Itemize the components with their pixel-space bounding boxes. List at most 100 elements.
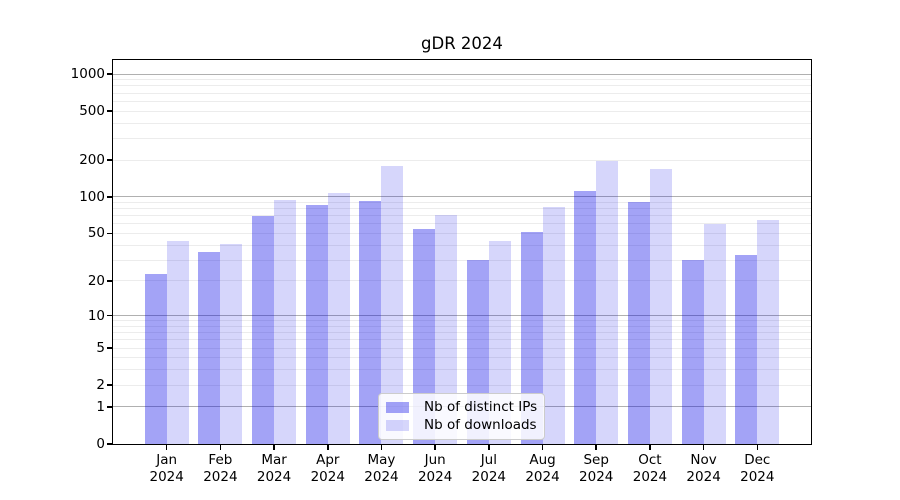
legend-item: Nb of distinct IPs xyxy=(386,399,538,416)
gridline-minor xyxy=(113,122,811,124)
gridline-minor xyxy=(113,215,811,217)
x-tick-label: Mar 2024 xyxy=(256,452,292,485)
y-tick-label: 2 xyxy=(96,377,105,394)
bar-distinct-ips xyxy=(144,273,167,444)
y-tick-label: 5 xyxy=(96,340,105,357)
y-tick-label: 50 xyxy=(87,225,105,242)
gridline-minor xyxy=(113,100,811,102)
y-tick-label: 20 xyxy=(87,272,105,289)
gridline-minor xyxy=(113,339,811,341)
x-tick-label: Aug 2024 xyxy=(525,452,560,485)
bar-distinct-ips xyxy=(305,205,328,444)
y-tick-mark xyxy=(107,406,113,408)
gridline-minor xyxy=(113,223,811,225)
x-tick-label: Jan 2024 xyxy=(149,452,184,485)
x-tick-mark xyxy=(702,445,705,450)
gridline-minor xyxy=(113,201,811,203)
x-tick-label: Jul 2024 xyxy=(471,452,507,485)
x-tick-label: Feb 2024 xyxy=(203,452,238,485)
gridline-minor xyxy=(113,259,811,261)
gridline-major xyxy=(113,315,811,317)
bar-distinct-ips xyxy=(627,201,650,444)
gridline-minor xyxy=(113,369,811,371)
gridline-minor xyxy=(113,92,811,94)
bar-downloads xyxy=(381,165,404,444)
gridline-minor xyxy=(113,347,811,349)
y-tick-label: 500 xyxy=(79,103,105,120)
chart-title: gDR 2024 xyxy=(421,34,503,53)
y-tick-label: 1000 xyxy=(70,66,105,83)
x-tick-mark xyxy=(488,445,490,450)
y-tick-mark xyxy=(107,347,113,349)
gridline-major xyxy=(113,73,811,75)
x-tick-mark xyxy=(649,445,651,450)
bar-distinct-ips xyxy=(252,215,275,444)
bars-layer xyxy=(113,60,811,444)
legend-item: Nb of downloads xyxy=(386,416,537,434)
bar-downloads xyxy=(327,193,350,444)
bar-downloads xyxy=(703,223,726,444)
x-tick-label: Sep 2024 xyxy=(579,452,614,485)
bar-downloads xyxy=(649,169,672,444)
y-tick-label: 0 xyxy=(96,436,105,452)
x-tick-mark xyxy=(273,445,275,450)
gridline-minor xyxy=(113,110,811,112)
bar-downloads xyxy=(435,214,458,444)
bar-downloads xyxy=(542,206,565,444)
gridline-major xyxy=(113,196,811,198)
x-tick-mark xyxy=(327,445,329,450)
x-tick-label: May 2024 xyxy=(364,452,399,485)
x-tick-mark xyxy=(595,445,597,450)
gridline-minor xyxy=(113,325,811,327)
bar-distinct-ips xyxy=(735,255,758,444)
x-tick-label: Apr 2024 xyxy=(310,452,345,485)
gridline-minor xyxy=(113,85,811,87)
y-tick-label: 200 xyxy=(79,152,105,168)
legend: Nb of distinct IPs Nb of downloads xyxy=(378,393,545,440)
bar-distinct-ips xyxy=(681,260,704,444)
bar-distinct-ips xyxy=(413,229,436,444)
y-tick-label: 10 xyxy=(87,307,105,324)
gridline-minor xyxy=(113,320,811,322)
y-tick-mark xyxy=(107,280,113,282)
y-tick-mark xyxy=(107,73,113,75)
y-tick-mark xyxy=(107,443,113,445)
bar-downloads xyxy=(220,243,243,444)
gridline-minor xyxy=(113,384,811,386)
plot-area xyxy=(112,59,812,445)
y-tick-mark xyxy=(107,314,113,317)
x-tick-mark xyxy=(541,445,544,450)
legend-swatch-distinct-ips xyxy=(386,402,409,414)
bar-distinct-ips xyxy=(520,232,543,444)
y-tick-mark xyxy=(107,159,113,161)
gridline-minor xyxy=(113,280,811,282)
x-tick-label: Nov 2024 xyxy=(686,452,721,485)
x-tick-mark xyxy=(380,445,383,450)
x-tick-mark xyxy=(756,445,759,450)
y-tick-mark xyxy=(107,110,113,112)
bar-distinct-ips xyxy=(574,190,597,444)
bar-downloads xyxy=(757,220,780,444)
bar-distinct-ips xyxy=(198,252,221,444)
y-tick-label: 100 xyxy=(79,188,105,205)
gridline-minor xyxy=(113,357,811,359)
gridline-minor xyxy=(113,79,811,81)
y-tick-label: 1 xyxy=(96,398,105,415)
y-tick-mark xyxy=(107,232,113,235)
legend-label: Nb of downloads xyxy=(424,416,537,433)
gridline-minor xyxy=(113,159,811,161)
gridline-minor xyxy=(113,244,811,246)
gridline-minor xyxy=(113,232,811,234)
gridlines-layer xyxy=(113,60,811,444)
x-tick-label: Oct 2024 xyxy=(632,452,668,485)
x-tick-mark xyxy=(165,445,168,450)
x-tick-mark xyxy=(434,445,436,450)
legend-label: Nb of distinct IPs xyxy=(424,399,538,416)
x-tick-label: Dec 2024 xyxy=(740,452,775,485)
y-tick-mark xyxy=(107,196,113,198)
x-tick-label: Jun 2024 xyxy=(417,452,453,485)
gridline-minor xyxy=(113,137,811,139)
bar-downloads xyxy=(596,160,619,444)
gridline-minor xyxy=(113,208,811,210)
